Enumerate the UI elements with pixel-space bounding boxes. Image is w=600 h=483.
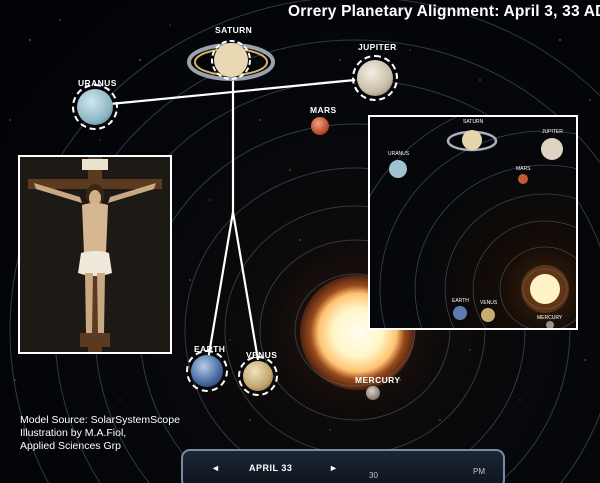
inset-jupiter-label: JUPITER: [542, 129, 563, 135]
page-title: Orrery Planetary Alignment: April 3, 33 …: [288, 3, 600, 20]
credits: Model Source: SolarSystemScope Illustrat…: [20, 414, 180, 453]
venus-highlight-ring: [238, 356, 278, 396]
time-ampm: PM: [473, 467, 485, 476]
crucifixion-painting: [18, 155, 172, 354]
inset-orbits: [370, 117, 576, 328]
inset-venus-label: VENUS: [480, 300, 498, 306]
inset-uranus-label: URANUS: [388, 151, 410, 157]
crucifixion-illustration: [20, 157, 170, 352]
time-control-bar: ◄ APRIL 33 ► 30 PM: [181, 449, 505, 483]
earth-label: EARTH: [194, 344, 226, 354]
uranus-highlight-ring: [72, 84, 118, 130]
prev-date-button[interactable]: ◄: [211, 463, 220, 473]
credit-line: Illustration by M.A.Fiol,: [20, 427, 127, 439]
saturn-icon: [187, 40, 275, 81]
mercury-icon: [366, 386, 380, 400]
venus-label: VENUS: [246, 350, 278, 360]
current-date: APRIL 33: [249, 463, 293, 473]
mars-label: MARS: [310, 105, 337, 115]
jupiter-highlight-ring: [352, 55, 398, 101]
inset-saturn-label: SATURN: [463, 119, 484, 125]
inset-earth-label: EARTH: [452, 298, 469, 304]
next-date-button[interactable]: ►: [329, 463, 338, 473]
jupiter-label: JUPITER: [358, 42, 397, 52]
inset-mercury-label: MERCURY: [537, 315, 563, 321]
credit-line: Model Source: SolarSystemScope: [20, 414, 180, 426]
uranus-label: URANUS: [78, 78, 117, 88]
earth-highlight-ring: [186, 350, 228, 392]
mars-icon: [311, 117, 329, 135]
inset-orrery-view: URANUS SATURN JUPITER MARS EARTH VENUS M…: [368, 115, 578, 330]
mercury-label: MERCURY: [355, 375, 401, 385]
inset-mars-label: MARS: [516, 166, 531, 172]
credit-line: Applied Sciences Grp: [20, 440, 121, 452]
time-minute: 30: [369, 471, 378, 480]
saturn-label: SATURN: [215, 25, 253, 35]
